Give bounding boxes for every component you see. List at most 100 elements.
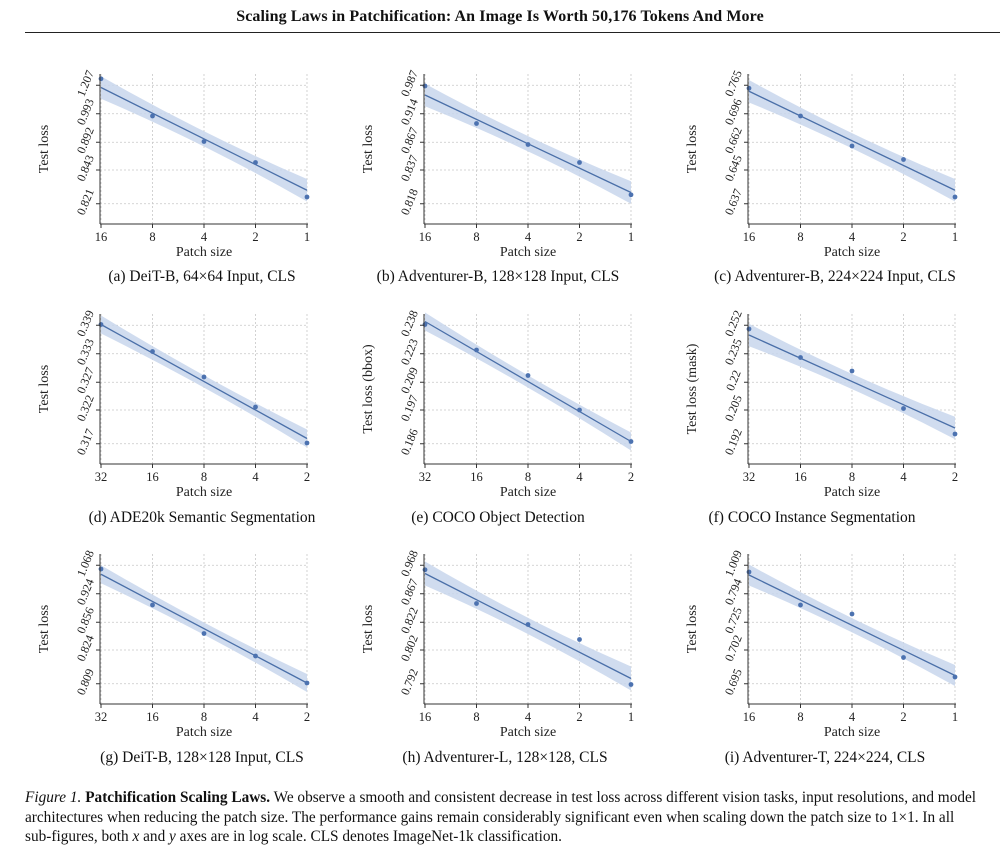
x-tick-label: 16 (743, 230, 756, 244)
y-tick-label: 0.235 (722, 337, 745, 367)
data-point (253, 404, 258, 410)
x-tick-label: 2 (900, 230, 906, 244)
y-tick-label: 1.009 (722, 548, 745, 578)
y-axis-label: Test loss (37, 605, 52, 653)
x-tick-label: 16 (419, 230, 432, 244)
y-tick-label: 0.22 (723, 368, 744, 393)
x-tick-label: 4 (525, 230, 532, 244)
x-tick-label: 8 (473, 230, 479, 244)
y-tick-label: 0.197 (398, 393, 421, 423)
data-point (304, 194, 310, 200)
data-point (253, 160, 258, 165)
x-tick-label: 2 (304, 710, 310, 724)
data-point (849, 368, 855, 374)
data-point (746, 326, 752, 332)
x-tick-label: 1 (952, 230, 958, 244)
caption-panel-i: (i) Adventurer-T, 224×224, CLS (724, 749, 926, 766)
x-tick-label: 2 (952, 470, 958, 484)
x-tick-label: 16 (470, 470, 483, 484)
x-tick-label: 4 (525, 710, 532, 724)
caption-panel-f: (f) COCO Instance Segmentation (708, 509, 916, 526)
data-point (474, 347, 479, 353)
y-tick-label: 0.696 (722, 97, 745, 127)
data-point (98, 566, 104, 572)
data-point (849, 611, 855, 617)
x-tick-label: 1 (304, 230, 310, 244)
x-tick-label: 16 (95, 230, 108, 244)
caption-panel-h: (h) Adventurer-L, 128×128, CLS (402, 749, 608, 766)
y-axis-label: Test loss (361, 125, 376, 173)
y-tick-label: 0.987 (398, 68, 421, 98)
x-tick-label: 2 (628, 470, 634, 484)
x-axis-label: Patch size (500, 485, 556, 500)
x-tick-label: 8 (149, 230, 155, 244)
y-tick-label: 0.205 (722, 393, 745, 423)
fit-line (748, 334, 956, 429)
y-tick-label: 0.968 (398, 548, 421, 578)
y-tick-label: 0.702 (722, 633, 745, 663)
data-point (474, 601, 479, 606)
x-tick-label: 16 (419, 710, 432, 724)
y-tick-label: 0.993 (74, 97, 97, 127)
x-tick-label: 16 (146, 470, 159, 484)
caption-panel-g: (g) DeiT-B, 128×128 Input, CLS (100, 749, 304, 766)
data-point (798, 113, 803, 119)
y-tick-label: 0.186 (398, 427, 421, 457)
data-point (798, 602, 803, 608)
y-tick-label: 0.837 (398, 153, 421, 183)
caption-panel-b: (b) Adventurer-B, 128×128 Input, CLS (376, 268, 620, 285)
x-tick-label: 16 (794, 470, 807, 484)
data-point (952, 674, 958, 680)
y-tick-label: 0.867 (398, 125, 421, 155)
x-tick-label: 1 (628, 710, 634, 724)
x-tick-label: 4 (576, 470, 583, 484)
data-point (422, 322, 428, 327)
y-tick-label: 0.802 (398, 633, 421, 663)
fit-line (100, 323, 308, 440)
data-point (952, 194, 958, 200)
y-axis-label: Test loss (37, 365, 52, 413)
data-point (901, 406, 906, 411)
x-tick-label: 4 (900, 470, 907, 484)
data-point (474, 121, 479, 126)
y-tick-label: 0.339 (74, 308, 97, 338)
figure-label: Figure 1. (25, 789, 82, 806)
caption-panel-e: (e) COCO Object Detection (411, 509, 585, 526)
data-point (422, 83, 428, 89)
y-axis-label: Test loss (37, 125, 52, 173)
x-tick-label: 8 (201, 710, 207, 724)
y-tick-label: 0.821 (74, 187, 97, 217)
y-tick-label: 0.317 (74, 427, 97, 457)
x-tick-label: 16 (743, 710, 756, 724)
x-tick-label: 32 (743, 470, 756, 484)
data-point (849, 143, 855, 149)
data-point (150, 349, 155, 354)
data-point (577, 160, 582, 165)
data-point (628, 192, 634, 198)
y-tick-label: 0.252 (722, 308, 745, 338)
x-tick-label: 16 (146, 710, 159, 724)
data-point (628, 439, 634, 444)
y-tick-label: 0.856 (74, 605, 97, 635)
data-point (201, 631, 207, 636)
y-tick-label: 0.645 (722, 153, 745, 183)
figure-caption-and: and (143, 828, 166, 845)
x-tick-label: 2 (304, 470, 310, 484)
x-tick-label: 32 (95, 470, 108, 484)
fit-line (100, 86, 308, 191)
x-tick-label: 8 (473, 710, 479, 724)
y-tick-label: 0.223 (398, 337, 421, 367)
x-axis-label: Patch size (500, 245, 556, 260)
x-axis-label: Patch size (824, 245, 880, 260)
data-point (201, 139, 207, 144)
y-tick-label: 0.209 (398, 365, 421, 395)
data-point (901, 157, 906, 162)
y-tick-label: 1.207 (74, 68, 97, 98)
y-tick-label: 0.765 (722, 68, 745, 98)
